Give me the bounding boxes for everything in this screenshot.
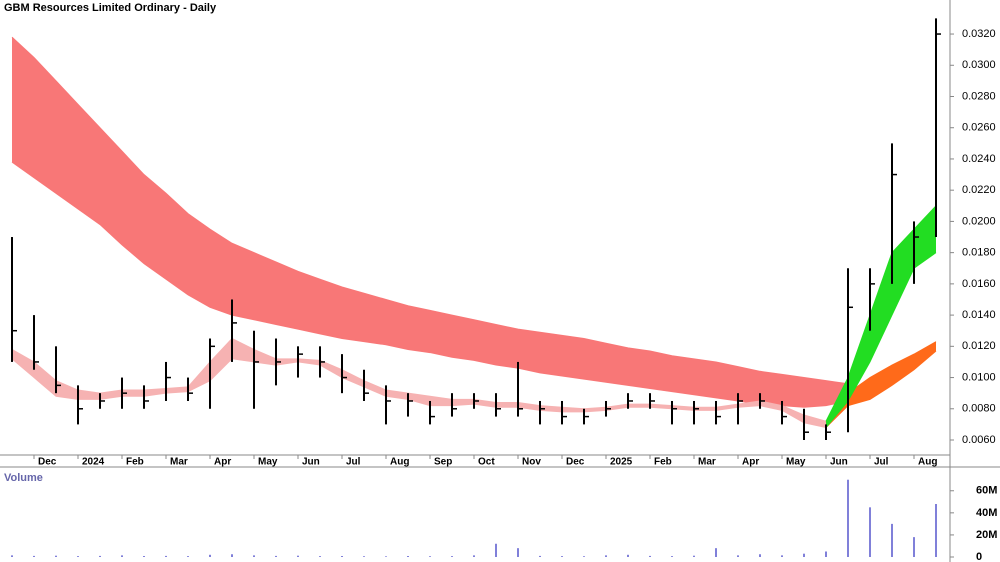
band-fill xyxy=(826,205,936,428)
x-tick-label: Feb xyxy=(654,457,672,468)
y-tick-label: 0.0120 xyxy=(962,340,996,352)
volume-tick-label: 20M xyxy=(976,529,997,541)
x-tick-label: Mar xyxy=(698,457,716,468)
x-tick-label: Aug xyxy=(918,457,937,468)
band-edge xyxy=(11,161,849,408)
volume-tick-label: 0 xyxy=(976,551,982,562)
y-tick-label: 0.0060 xyxy=(962,434,996,446)
x-tick-label: Dec xyxy=(38,457,57,468)
x-tick-label: 2024 xyxy=(82,457,105,468)
x-tick-label: Jun xyxy=(302,457,320,468)
y-tick-label: 0.0180 xyxy=(962,247,996,259)
x-tick-label: Apr xyxy=(742,457,759,468)
volume-tick-label: 60M xyxy=(976,485,997,497)
x-tick-label: Sep xyxy=(434,457,452,468)
band-edge xyxy=(11,337,827,422)
x-tick-label: Jul xyxy=(874,457,889,468)
y-tick-label: 0.0320 xyxy=(962,28,996,40)
x-tick-label: 2025 xyxy=(610,457,633,468)
band-edge xyxy=(825,205,937,422)
x-tick-label: May xyxy=(258,457,278,468)
x-tick-label: Feb xyxy=(126,457,144,468)
y-tick-label: 0.0260 xyxy=(962,122,996,134)
x-tick-label: Apr xyxy=(214,457,231,468)
x-tick-label: May xyxy=(786,457,806,468)
band-fill xyxy=(12,37,848,408)
y-tick-label: 0.0100 xyxy=(962,371,996,383)
band-fill xyxy=(826,341,936,428)
x-tick-label: Mar xyxy=(170,457,188,468)
x-tick-label: Nov xyxy=(522,457,541,468)
volume-tick-label: 40M xyxy=(976,507,997,519)
x-tick-label: Oct xyxy=(478,457,495,468)
y-tick-label: 0.0220 xyxy=(962,184,996,196)
volume-label: Volume xyxy=(4,472,43,484)
x-tick-label: Jun xyxy=(830,457,848,468)
band-edge xyxy=(11,358,827,429)
x-tick-label: Aug xyxy=(390,457,409,468)
y-tick-label: 0.0160 xyxy=(962,278,996,290)
y-tick-label: 0.0280 xyxy=(962,90,996,102)
chart-title: GBM Resources Limited Ordinary - Daily xyxy=(4,2,217,14)
y-tick-label: 0.0200 xyxy=(962,215,996,227)
band-edge xyxy=(825,252,937,428)
y-tick-label: 0.0240 xyxy=(962,153,996,165)
y-tick-label: 0.0140 xyxy=(962,309,996,321)
x-tick-label: Jul xyxy=(346,457,361,468)
y-tick-label: 0.0080 xyxy=(962,403,996,415)
y-tick-label: 0.0300 xyxy=(962,59,996,71)
band-edge xyxy=(11,36,849,385)
x-tick-label: Dec xyxy=(566,457,585,468)
band-edge xyxy=(825,350,937,428)
